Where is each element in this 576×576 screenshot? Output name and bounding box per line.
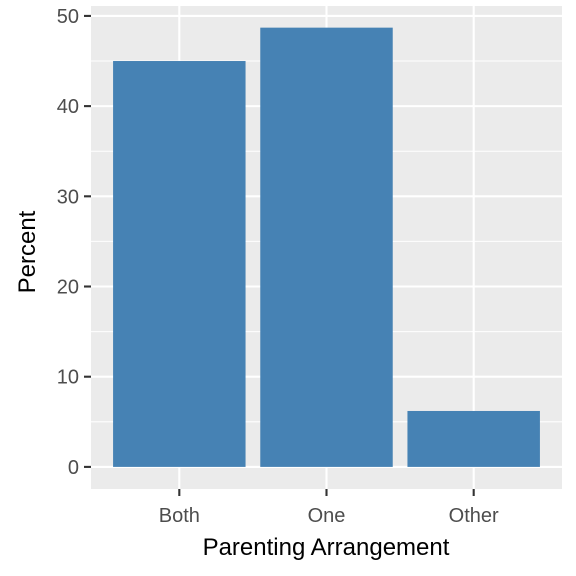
y-axis-title: Percent (14, 210, 41, 293)
y-tick-label: 10 (57, 367, 79, 389)
x-tick-label: One (308, 505, 346, 527)
bar-other (407, 410, 540, 467)
bar-one (260, 27, 393, 467)
y-axis: 0 10 20 30 40 50 (57, 6, 91, 479)
x-tick-label: Both (159, 505, 200, 527)
y-tick-label: 50 (57, 6, 79, 28)
y-tick-label: 40 (57, 96, 79, 118)
bar-both (113, 61, 246, 467)
y-tick-label: 20 (57, 277, 79, 299)
bars (113, 27, 540, 467)
x-axis: Both One Other (159, 489, 499, 527)
x-tick-label: Other (449, 505, 499, 527)
x-axis-title: Parenting Arrangement (203, 534, 450, 561)
y-tick-label: 0 (68, 457, 79, 479)
y-tick-label: 30 (57, 186, 79, 208)
